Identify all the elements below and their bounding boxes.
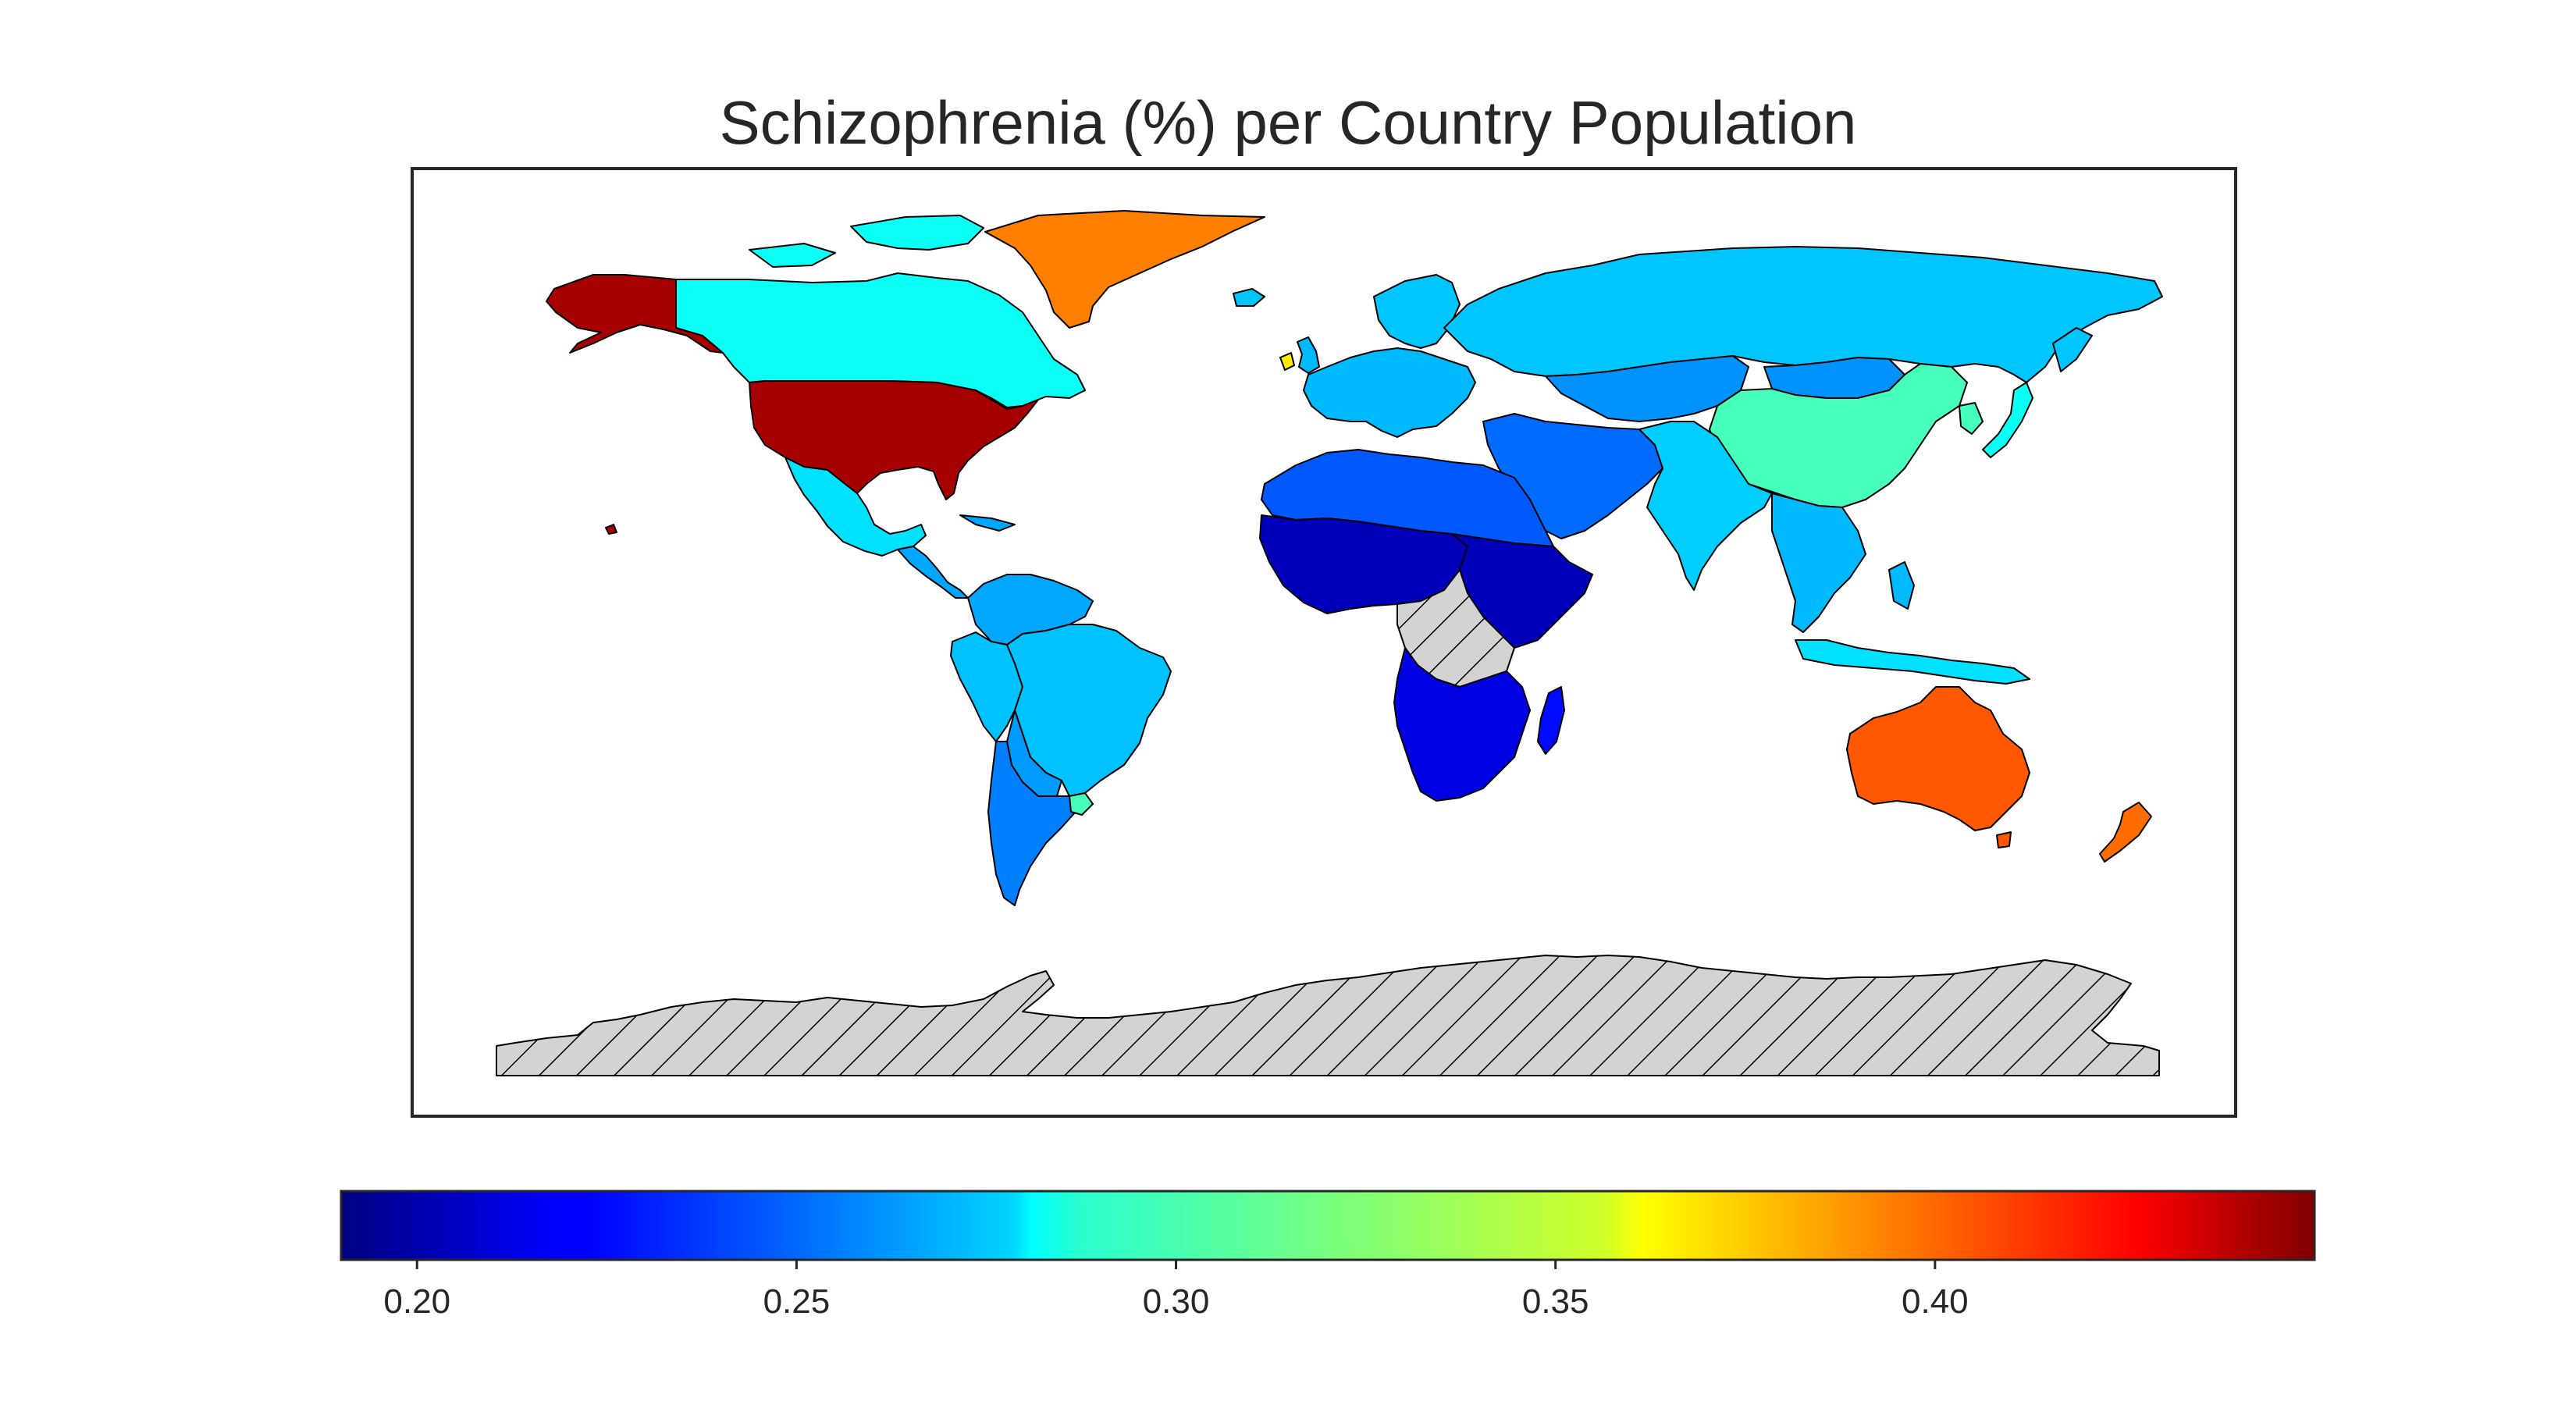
map-regions [496,210,2163,1076]
colorbar-ticks: 0.20 0.25 0.30 0.35 0.40 [383,1260,1969,1321]
region-southern-africa [1393,647,1531,802]
region-central-america [897,546,969,599]
region-ireland [1279,352,1295,371]
region-madagascar [1537,686,1565,755]
colorbar: 0.20 0.25 0.30 0.35 0.40 [340,1190,2316,1321]
region-peru [950,631,1023,742]
colorbar-tick-label: 0.40 [1902,1282,1969,1321]
region-korea [1959,402,1984,435]
region-southeast-asia [1771,493,1866,633]
region-canada [675,272,1086,408]
region-canada-islands-2 [749,243,836,268]
region-indonesia [1795,639,2030,685]
region-argentina-chile [987,741,1076,906]
region-tasmania [1996,831,2012,848]
region-western-europe [1303,347,1476,438]
region-uruguay [1069,792,1094,816]
region-japan [1982,382,2033,458]
colorbar-tick-label: 0.20 [383,1282,450,1321]
colorbar-tick-label: 0.30 [1143,1282,1210,1321]
region-hawaii [605,524,617,535]
region-australia [1846,686,2030,831]
region-greenland [984,210,1265,329]
region-canada-islands [850,215,984,251]
region-uk [1297,336,1320,374]
region-caribbean [959,514,1016,532]
region-scandinavia [1373,274,1461,349]
colorbar-tick-label: 0.25 [763,1282,831,1321]
region-kamchatka [2052,327,2093,372]
region-iceland [1233,288,1265,307]
region-india [1638,421,1773,591]
colorbar-tick-label: 0.35 [1522,1282,1589,1321]
region-new-zealand [2099,802,2152,863]
region-mexico [785,457,927,557]
map-title: Schizophrenia (%) per Country Population [719,88,1857,157]
colorbar-gradient [340,1190,2316,1261]
region-antarctica [496,955,2160,1076]
region-philippines [1888,561,1915,610]
